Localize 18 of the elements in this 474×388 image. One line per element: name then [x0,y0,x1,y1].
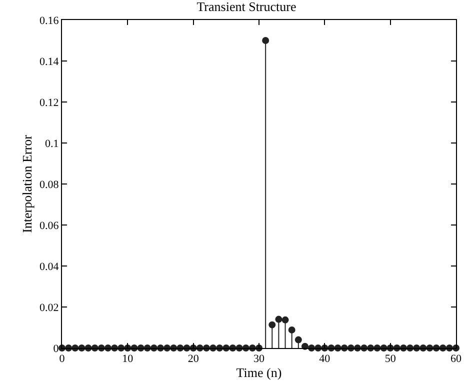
y-tick-label: 0.16 [40,14,60,27]
y-tick-label: 0.14 [40,56,60,68]
y-tick-label: 0.1 [45,138,59,150]
y-tick-label: 0.02 [40,302,59,314]
y-tick-label: 0 [53,342,60,355]
x-tick-label: 10 [122,353,134,366]
x-axis-title: Time (n) [236,365,282,380]
x-tick-label: 30 [254,353,265,366]
y-tick-label: 0.06 [40,220,60,232]
x-tick-label: 20 [188,353,200,366]
chart-title: Transient Structure [196,0,296,14]
y-axis-title: Interpolation Error [20,134,34,233]
y-tick-label: 0.04 [40,260,60,273]
x-tick-label: 60 [450,353,462,366]
x-tick-label: 40 [319,353,331,366]
x-tick-label: 50 [384,353,396,366]
y-tick-label: 0.12 [40,96,59,109]
y-tick-label: 0.08 [40,178,60,191]
